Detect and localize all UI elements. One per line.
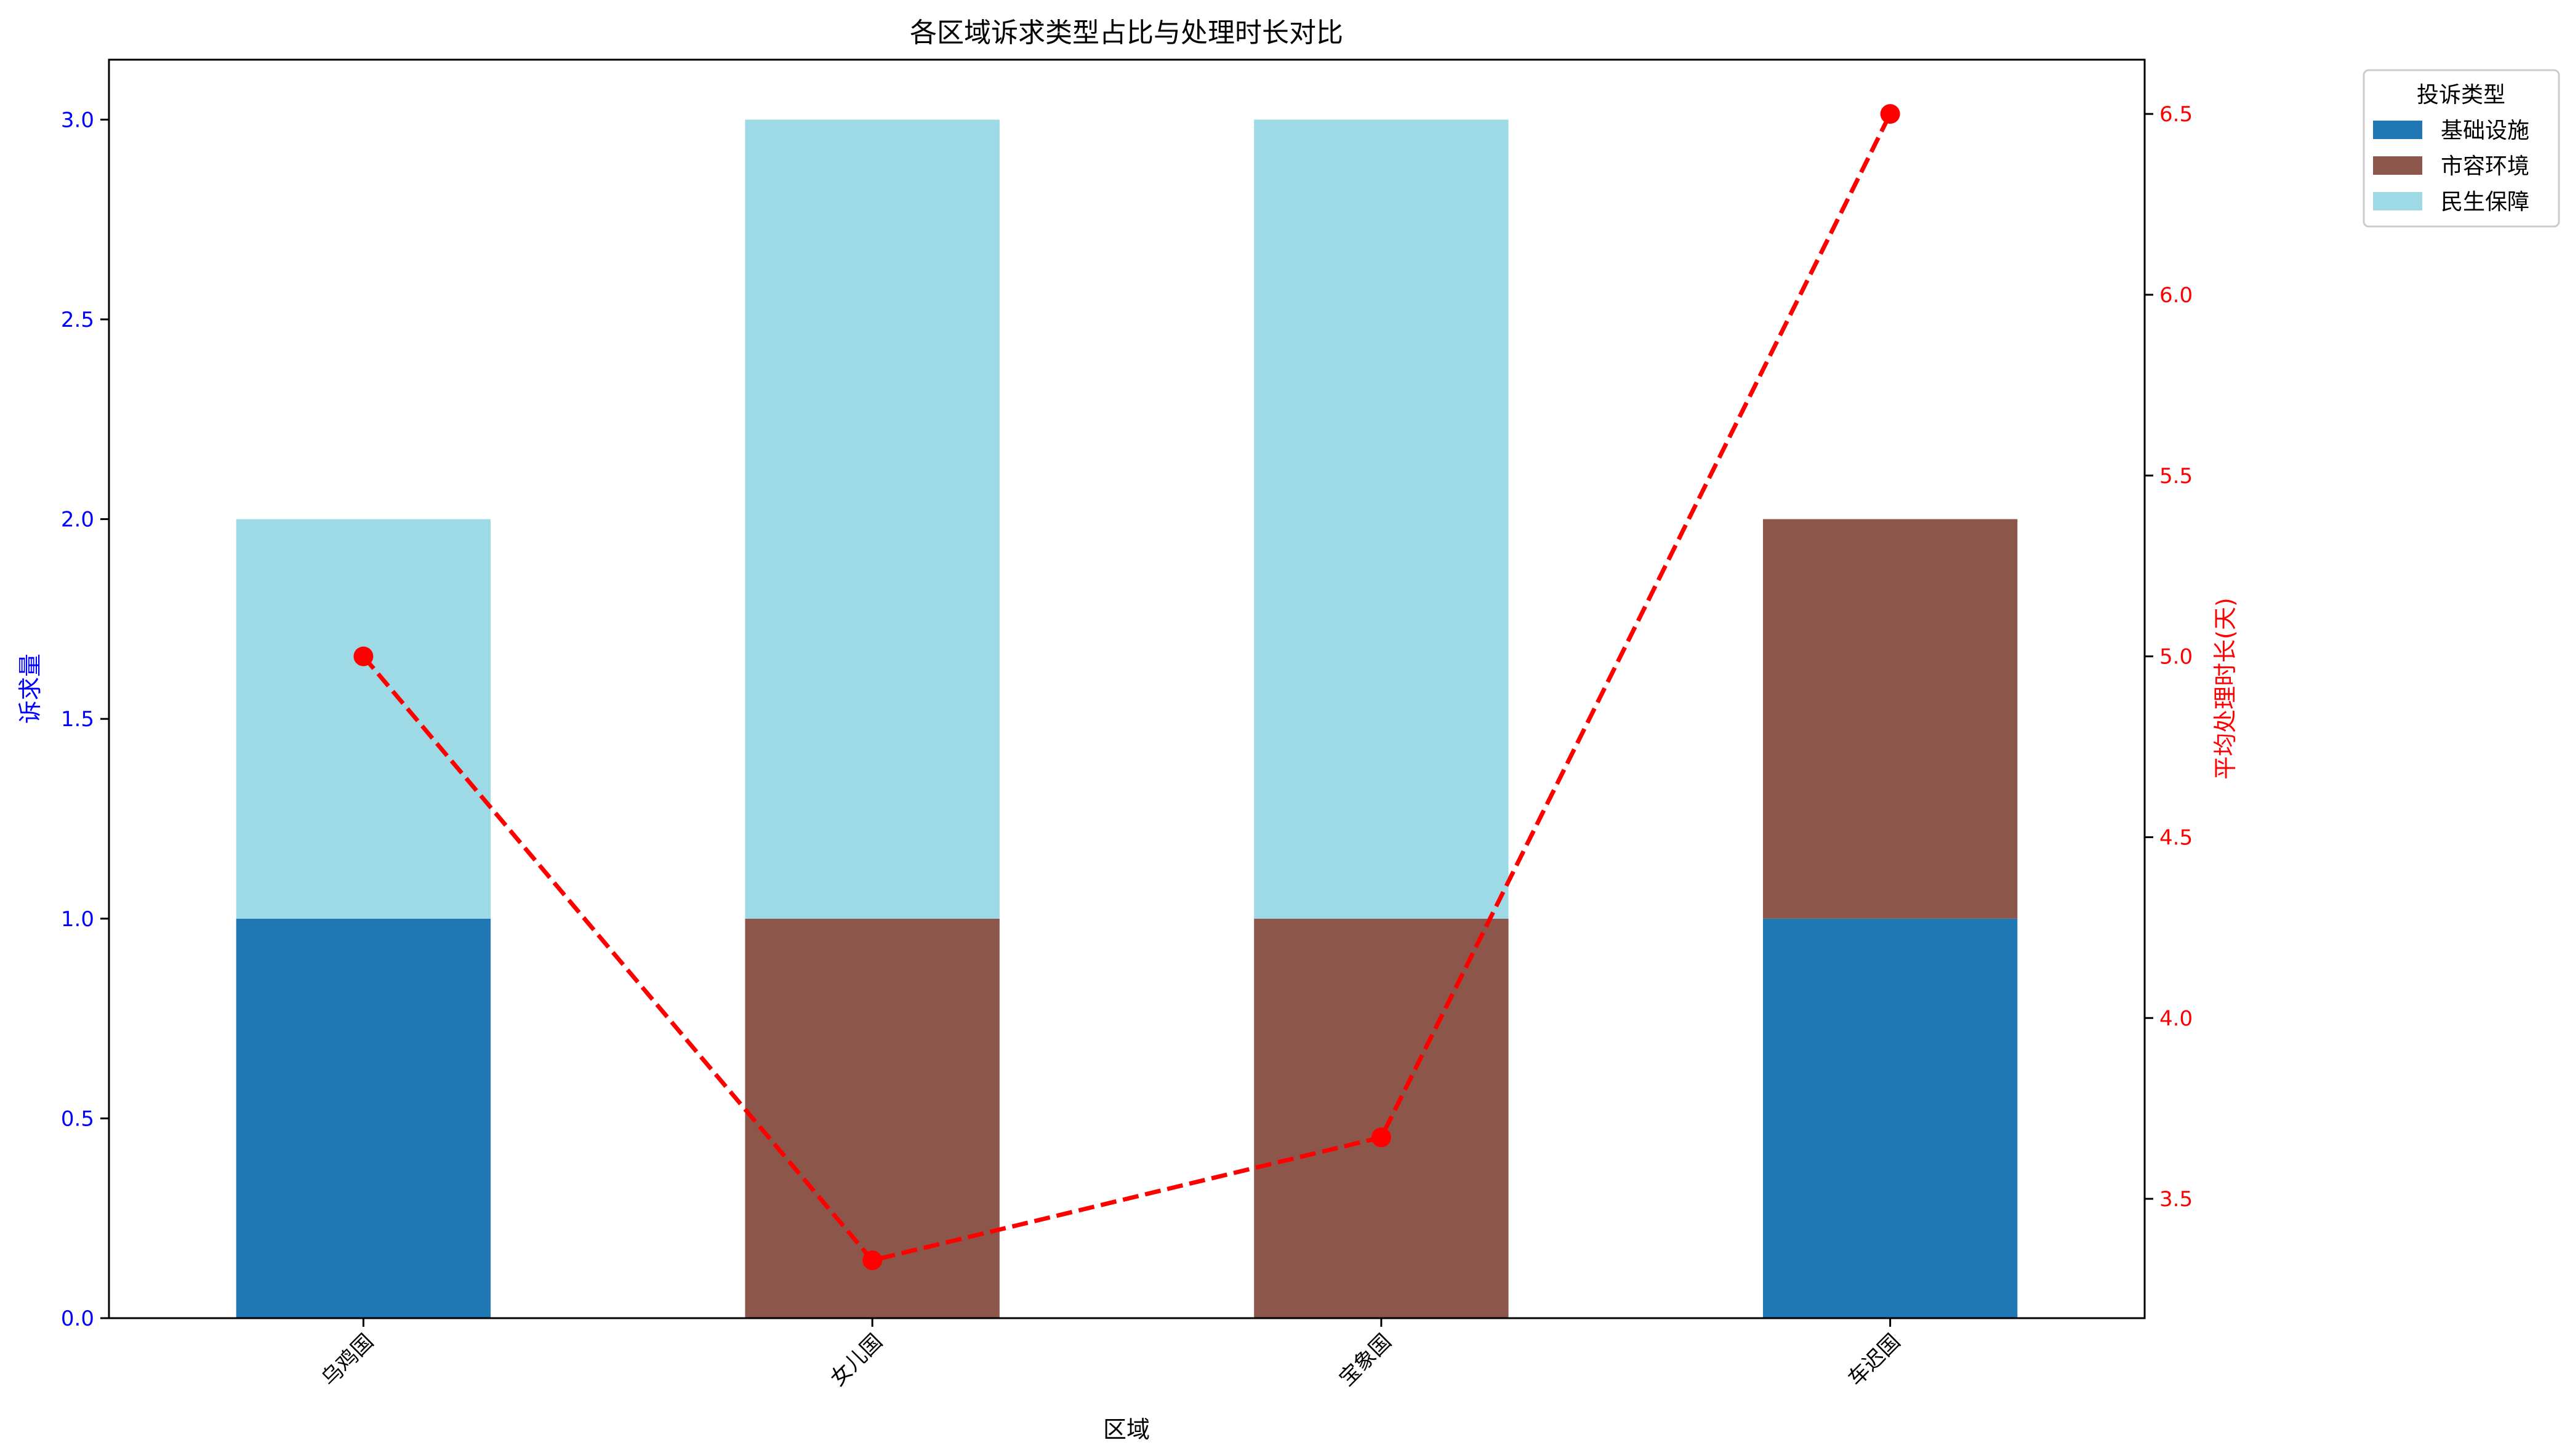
- chart-title: 各区域诉求类型占比与处理时长对比: [910, 17, 1343, 49]
- y-axis-right-title: 平均处理时长(天): [2212, 598, 2239, 780]
- bar-3-2: [745, 119, 1000, 919]
- duration-point-2: [862, 1250, 883, 1270]
- x-axis: 乌鸡国 女儿国 宝象国 车迟国: [316, 1318, 1905, 1391]
- y2-tick-label-5: 5.5: [2159, 464, 2193, 489]
- y-tick-label-7: 3.0: [61, 108, 94, 132]
- y2-tick-label-6: 6.0: [2159, 283, 2193, 308]
- bar-1-1: [236, 918, 491, 1318]
- x-tick-label-2: 女儿国: [825, 1329, 887, 1391]
- x-tick-label-3: 宝象国: [1335, 1329, 1396, 1391]
- legend-frame: [2363, 69, 2560, 228]
- duration-line-layer: [353, 104, 1900, 1270]
- y-tick-label-4: 1.5: [61, 707, 94, 732]
- legend-label-1: 基础设施: [2441, 118, 2529, 143]
- y2-tick-label-3: 4.5: [2159, 825, 2193, 850]
- duration-line: [361, 113, 1892, 1263]
- legend-swatch-3: [2373, 192, 2422, 210]
- duration-point-4: [1880, 104, 1900, 124]
- duration-point-3: [1371, 1127, 1391, 1148]
- x-axis-title: 区域: [1103, 1416, 1150, 1443]
- y2-tick-label-4: 5.0: [2159, 645, 2193, 670]
- y-tick-label-6: 2.5: [61, 308, 94, 332]
- y2-tick-label-1: 3.5: [2159, 1187, 2193, 1212]
- bar-2-3: [1254, 918, 1509, 1318]
- bars-layer: [236, 119, 2018, 1318]
- y-tick-label-1: 0.0: [61, 1306, 94, 1331]
- bar-1-4: [1762, 918, 2018, 1318]
- bar-3-1: [236, 519, 491, 919]
- y-tick-label-3: 1.0: [61, 907, 94, 932]
- y-tick-label-5: 2.0: [61, 508, 94, 532]
- y-axis-left: 0.0 0.5 1.0 1.5 2.0 2.5 3.0: [61, 108, 109, 1331]
- bar-3-3: [1254, 119, 1509, 919]
- legend-title: 投诉类型: [2417, 82, 2505, 108]
- legend-label-2: 市容环境: [2441, 154, 2529, 179]
- y-tick-label-2: 0.5: [61, 1106, 94, 1131]
- x-tick-label-1: 乌鸡国: [316, 1329, 378, 1391]
- x-tick-label-4: 车迟国: [1844, 1329, 1905, 1391]
- legend-swatch-1: [2373, 121, 2422, 139]
- y-axis-right: 3.5 4.0 4.5 5.0 5.5 6.0 6.5: [2145, 102, 2193, 1212]
- bar-2-4: [1762, 519, 2018, 919]
- y-axis-left-title: 诉求量: [17, 654, 44, 724]
- legend-swatch-2: [2373, 156, 2422, 175]
- y2-tick-label-7: 6.5: [2159, 102, 2193, 127]
- duration-point-1: [353, 646, 374, 666]
- legend-label-3: 民生保障: [2441, 190, 2529, 215]
- plot-frame: [108, 58, 2146, 1319]
- y2-tick-label-2: 4.0: [2159, 1006, 2193, 1031]
